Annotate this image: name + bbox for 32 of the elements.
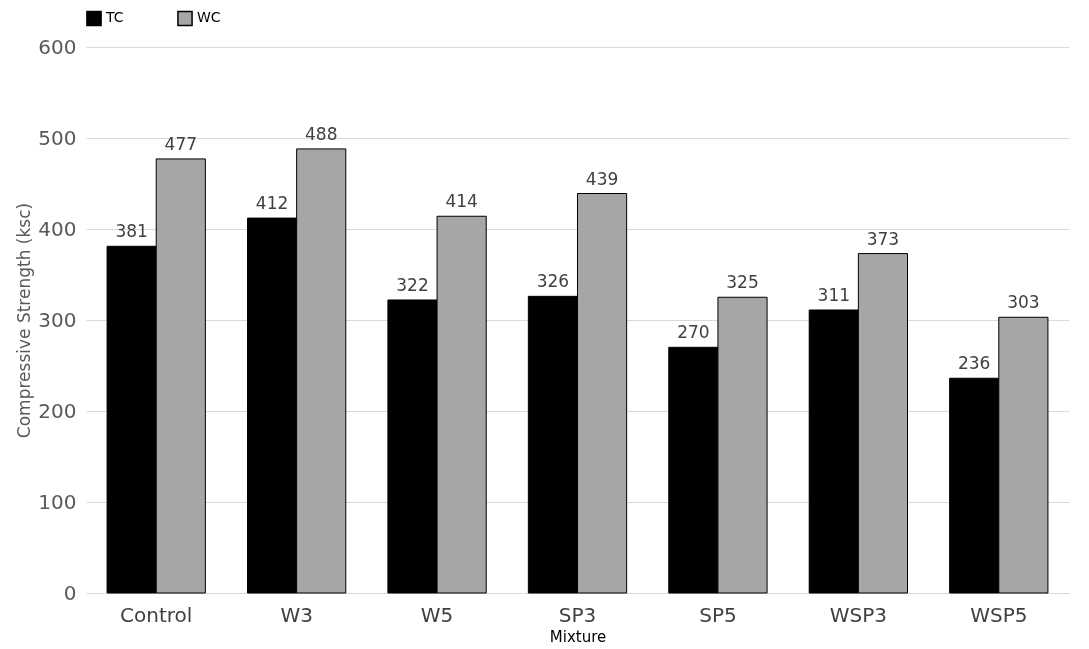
y-tick-label: 500 (38, 125, 77, 150)
x-tick-label: W3 (280, 602, 313, 627)
y-tick-label: 0 (63, 580, 77, 605)
data-label: 439 (585, 168, 619, 189)
x-tick-label: SP3 (558, 602, 597, 627)
y-axis-title: Compressive Strength (ksc) (14, 202, 35, 439)
y-tick-label: 600 (38, 34, 77, 59)
data-label: 303 (1007, 292, 1040, 313)
data-label: 477 (164, 133, 198, 154)
data-label: 412 (255, 193, 289, 214)
data-label: 325 (726, 272, 759, 293)
data-label: 381 (115, 221, 148, 242)
data-label: 373 (866, 228, 900, 249)
y-tick-label: 400 (38, 216, 77, 241)
x-axis-title: Mixture (549, 627, 607, 646)
data-label: 270 (677, 322, 710, 343)
x-tick-label: WSP5 (970, 602, 1028, 627)
x-tick-label: W5 (420, 602, 454, 627)
data-label: 488 (304, 123, 338, 144)
data-label: 322 (396, 274, 429, 295)
legend-label: WC (197, 9, 221, 26)
y-tick-label: 100 (38, 489, 77, 514)
y-tick-label: 300 (38, 307, 77, 332)
y-tick-label: 200 (38, 398, 77, 423)
data-label: 414 (445, 191, 478, 212)
x-tick-label: WSP3 (829, 602, 887, 627)
x-tick-label: SP5 (699, 602, 737, 627)
data-label: 311 (817, 284, 851, 305)
legend-label: TC (105, 9, 124, 26)
data-label: 236 (957, 353, 991, 374)
x-tick-label: Control (120, 602, 193, 627)
data-label: 326 (536, 271, 570, 292)
